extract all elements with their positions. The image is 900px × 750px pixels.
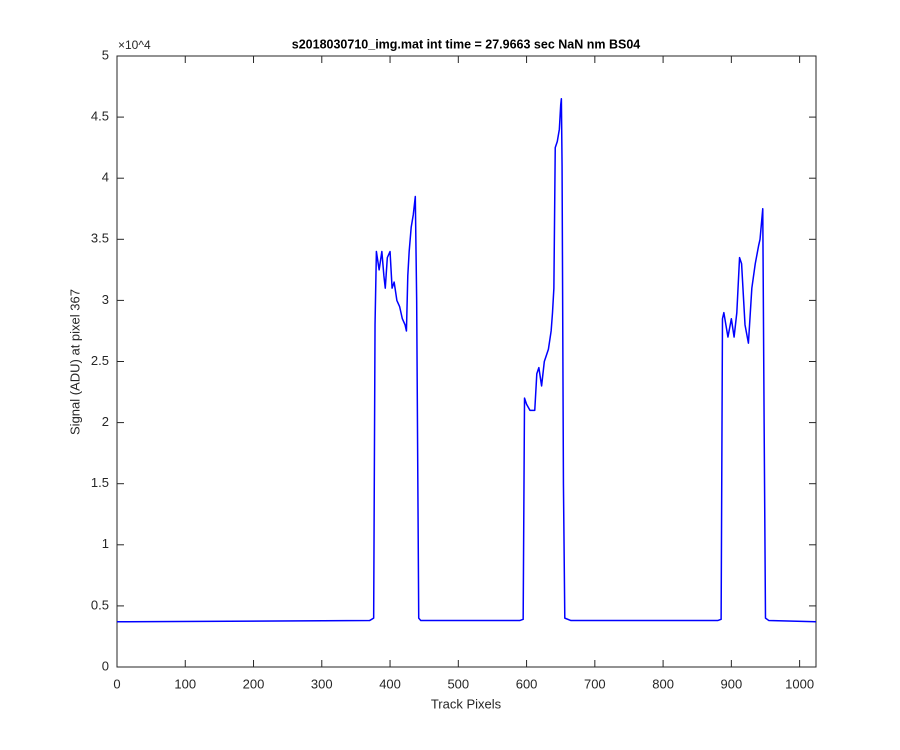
- y-tick-label: 5: [102, 47, 109, 62]
- y-tick-label: 4: [102, 170, 109, 185]
- y-axis-label: Signal (ADU) at pixel 367: [67, 289, 82, 435]
- y-tick-label: 3.5: [91, 231, 109, 246]
- chart-title: s2018030710_img.mat int time = 27.9663 s…: [292, 37, 641, 51]
- y-tick-label: 0: [102, 658, 109, 673]
- y-tick-label: 0.5: [91, 597, 109, 612]
- x-axis-label: Track Pixels: [431, 696, 502, 711]
- x-tick-label: 800: [652, 676, 674, 691]
- y-tick-label: 1.5: [91, 475, 109, 490]
- x-tick-label: 400: [379, 676, 401, 691]
- x-tick-label: 200: [243, 676, 265, 691]
- x-tick-label: 300: [311, 676, 333, 691]
- x-tick-label: 500: [447, 676, 469, 691]
- x-tick-label: 600: [516, 676, 538, 691]
- signal-line: [116, 98, 817, 623]
- x-tick-label: 0: [113, 676, 120, 691]
- y-tick-label: 3: [102, 292, 109, 307]
- y-tick-label: 4.5: [91, 109, 109, 124]
- x-tick-label: 1000: [785, 676, 814, 691]
- x-tick-label: 900: [721, 676, 743, 691]
- x-tick-label: 700: [584, 676, 606, 691]
- y-tick-label: 2.5: [91, 353, 109, 368]
- y-tick-label: 1: [102, 536, 109, 551]
- y-tick-label: 2: [102, 414, 109, 429]
- x-tick-label: 100: [174, 676, 196, 691]
- y-exponent-label: ×10^4: [118, 38, 151, 52]
- axes-box: [116, 55, 817, 668]
